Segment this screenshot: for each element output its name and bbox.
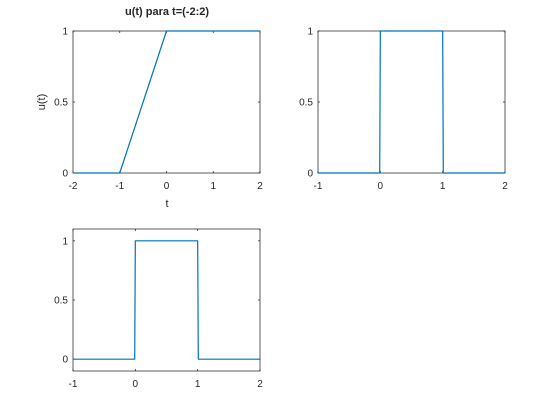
subplot-1-xtick-label: 0 [164, 181, 170, 192]
subplot-1-title: u(t) para t=(-2:2) [125, 6, 209, 18]
subplot-1-series-line [73, 30, 260, 174]
subplot-2-xtick-label: 1 [440, 181, 446, 192]
subplot-1-xtick-label: -2 [69, 181, 78, 192]
subplot-2-axes-box [317, 30, 506, 174]
subplot-1-xtick-label: 1 [210, 181, 216, 192]
subplot-3-xtick-label: 1 [195, 379, 201, 390]
subplot-2-series-line [318, 30, 505, 174]
subplot-2-ytick-label: 1 [307, 27, 313, 38]
subplot-3-xtick-label: -1 [69, 379, 78, 390]
subplot-1-axes-box [72, 30, 261, 174]
subplot-3-ytick-label: 1 [62, 236, 68, 247]
subplot-1: u(t) para t=(-2:2) t u(t) -2 -1 0 1 2 0 0.5 1 [36, 6, 263, 210]
subplot-3-series-line [73, 240, 260, 360]
subplot-1-ytick-label: 0 [62, 169, 68, 180]
subplot-2-ytick-label: 0 [307, 169, 313, 180]
subplot-1-xtick-label: 2 [257, 181, 263, 192]
subplot-3-ytick-label: 0.5 [54, 296, 68, 307]
subplot-2: -1 0 1 200.51 [299, 27, 508, 193]
subplot-1-ylabel: u(t) [36, 94, 48, 111]
subplot-2-xtick-label: 0 [378, 181, 384, 192]
subplot-2-xtick-label: 2 [502, 181, 508, 192]
subplot-3-axes-box [72, 228, 261, 372]
subplot-1-xtick-label: -1 [115, 181, 124, 192]
subplot-1-ytick-label: 0.5 [54, 98, 68, 109]
subplot-1-xlabel: t [165, 198, 168, 210]
subplot-3-xtick-label: 0 [133, 379, 139, 390]
subplot-1-ytick-label: 1 [62, 27, 68, 38]
subplot-2-xtick-label: -1 [314, 181, 323, 192]
subplot-3-xtick-label: 2 [257, 379, 263, 390]
subplot-3-ytick-label: 0 [62, 355, 68, 366]
subplot-2-ytick-label: 0.5 [299, 98, 313, 109]
subplot-3: -1 0 1 2 0 0.5 1 [54, 228, 263, 390]
